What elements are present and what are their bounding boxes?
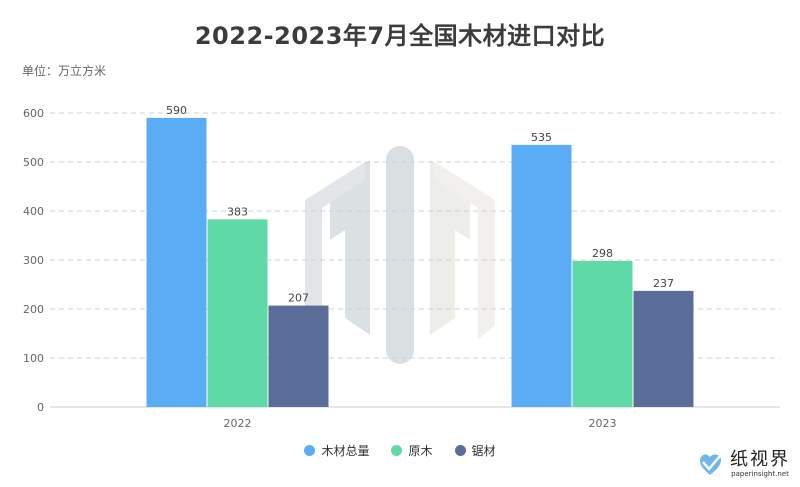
legend-label-log: 原木 [408, 444, 433, 458]
bar-value-label: 590 [166, 104, 187, 117]
legend-dot-total [304, 445, 316, 456]
bar-2023-2[interactable] [572, 260, 633, 407]
bar-2022-3[interactable] [268, 305, 329, 407]
brand-name: 纸视界 [730, 448, 790, 470]
legend-dot-sawn [454, 445, 466, 456]
brand-url: paperinsight.net [731, 469, 789, 478]
x-tick-label: 2023 [589, 417, 617, 430]
y-tick-label: 300 [23, 254, 44, 267]
legend-label-sawn: 锯材 [471, 444, 496, 458]
legend: 木材总量 原木 锯材 [0, 442, 800, 459]
y-tick-label: 400 [23, 205, 44, 218]
legend-item-log[interactable]: 原木 [391, 442, 433, 459]
bar-value-label: 535 [531, 131, 552, 144]
y-tick-label: 600 [23, 107, 44, 120]
bar-2022-2[interactable] [207, 219, 268, 407]
bar-value-label: 207 [288, 292, 309, 305]
unit-label: 单位：万立方米 [22, 64, 107, 78]
legend-item-total[interactable]: 木材总量 [304, 442, 369, 459]
y-tick-label: 500 [23, 156, 44, 169]
y-tick-label: 100 [23, 352, 44, 365]
legend-label-total: 木材总量 [321, 444, 370, 458]
y-tick-label: 200 [23, 303, 44, 316]
y-tick-label: 0 [37, 401, 44, 414]
chart-title: 2022-2023年7月全国木材进口对比 [194, 22, 606, 50]
brand-logo: 纸视界 paperinsight.net [696, 449, 790, 479]
paper-heart-logo-icon [700, 454, 722, 475]
bar-value-label: 298 [592, 247, 613, 260]
x-tick-label: 2022 [224, 417, 252, 430]
bar-value-label: 237 [653, 277, 674, 290]
bar-2022-1[interactable] [146, 117, 207, 408]
legend-item-sawn[interactable]: 锯材 [454, 442, 496, 459]
watermark-logo-icon [305, 146, 495, 364]
bar-value-label: 383 [227, 205, 248, 218]
bar-2023-3[interactable] [633, 290, 694, 407]
bar-2023-1[interactable] [511, 144, 572, 407]
legend-dot-log [391, 445, 403, 456]
